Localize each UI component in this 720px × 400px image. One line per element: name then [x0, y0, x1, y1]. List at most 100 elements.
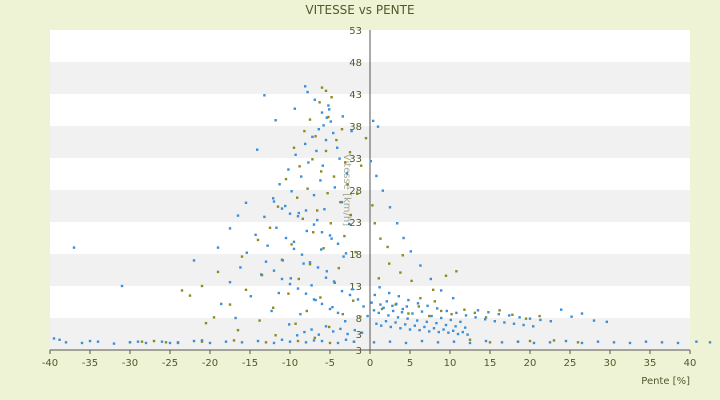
x-tick-label: 40 — [684, 358, 697, 369]
data-point — [64, 341, 68, 344]
data-point — [385, 300, 388, 303]
data-point — [315, 149, 318, 153]
data-point — [360, 331, 364, 334]
data-point — [416, 302, 420, 305]
data-point — [280, 207, 284, 210]
data-point — [256, 238, 260, 242]
data-point — [52, 337, 56, 340]
data-point — [200, 284, 204, 288]
y-tick-label: 23 — [349, 218, 362, 229]
x-tick-label: -30 — [122, 358, 138, 369]
data-point — [389, 325, 392, 329]
data-point — [397, 295, 400, 298]
data-point — [364, 136, 368, 140]
data-point — [256, 339, 260, 343]
data-point — [290, 243, 293, 246]
data-point — [528, 317, 532, 320]
x-tick-label: -20 — [202, 358, 218, 369]
data-point — [316, 266, 320, 269]
data-point — [236, 328, 240, 332]
data-point — [406, 317, 409, 320]
data-point — [396, 316, 400, 319]
data-point — [417, 305, 420, 308]
data-point — [402, 236, 405, 240]
data-point — [463, 308, 466, 311]
data-point — [326, 192, 329, 195]
data-point — [344, 252, 348, 255]
data-point — [388, 340, 392, 343]
data-point — [302, 262, 305, 265]
data-point — [322, 247, 325, 250]
data-point — [538, 314, 541, 318]
data-points — [52, 85, 712, 345]
data-point — [317, 333, 320, 336]
data-point — [314, 298, 317, 302]
data-point — [420, 339, 424, 343]
data-point — [239, 266, 242, 269]
data-point — [428, 330, 431, 333]
y-tick-label: 18 — [349, 250, 362, 261]
data-point — [425, 320, 428, 324]
data-point — [277, 291, 280, 295]
data-point — [311, 158, 314, 161]
data-point — [377, 277, 380, 280]
data-point — [324, 149, 328, 153]
data-point — [408, 328, 412, 331]
data-point — [407, 298, 410, 302]
data-point — [96, 340, 100, 343]
data-point — [512, 322, 516, 325]
data-point — [564, 339, 568, 343]
data-point — [464, 326, 467, 329]
data-point — [411, 312, 414, 315]
data-point — [500, 341, 504, 344]
data-point — [379, 237, 382, 240]
data-point — [429, 277, 432, 281]
x-axis: -40 -35 -30 -25 -20 -15 -10 -5 0 5 10 15 20 25 30 35 40 — [42, 349, 697, 369]
data-point — [356, 298, 360, 301]
data-point — [234, 316, 237, 320]
data-point — [292, 240, 296, 244]
data-point — [416, 319, 419, 322]
data-point — [404, 341, 408, 345]
data-point — [128, 341, 132, 344]
data-point — [350, 129, 353, 133]
data-point — [468, 338, 472, 341]
data-point — [339, 327, 342, 331]
data-point — [516, 340, 520, 343]
data-point — [245, 251, 248, 254]
data-point — [192, 259, 196, 262]
data-point — [266, 244, 269, 247]
data-point — [401, 307, 404, 311]
x-tick-label: -25 — [162, 358, 178, 369]
data-point — [384, 320, 388, 323]
data-point — [487, 311, 490, 314]
data-point — [228, 280, 232, 284]
data-point — [335, 138, 338, 142]
data-point — [343, 234, 346, 238]
data-point — [344, 161, 347, 164]
data-point — [305, 229, 308, 233]
data-point — [356, 192, 359, 196]
data-point — [320, 111, 324, 114]
data-point — [284, 177, 288, 181]
data-point — [488, 341, 492, 344]
x-tick-label: -40 — [42, 358, 58, 369]
data-point — [292, 146, 296, 149]
data-point — [532, 325, 535, 328]
data-point — [323, 208, 326, 211]
data-point — [605, 320, 608, 324]
data-point — [308, 263, 312, 266]
data-point — [268, 226, 272, 229]
x-tick-label: -5 — [325, 358, 335, 369]
data-point — [263, 215, 266, 219]
x-tick-label: 25 — [564, 358, 577, 369]
data-point — [539, 318, 542, 322]
data-point — [351, 288, 354, 291]
data-point — [208, 341, 212, 345]
data-point — [288, 323, 291, 326]
data-point — [580, 312, 584, 315]
data-point — [296, 339, 300, 343]
y-tick-label: 33 — [349, 154, 362, 165]
data-point — [293, 107, 296, 110]
